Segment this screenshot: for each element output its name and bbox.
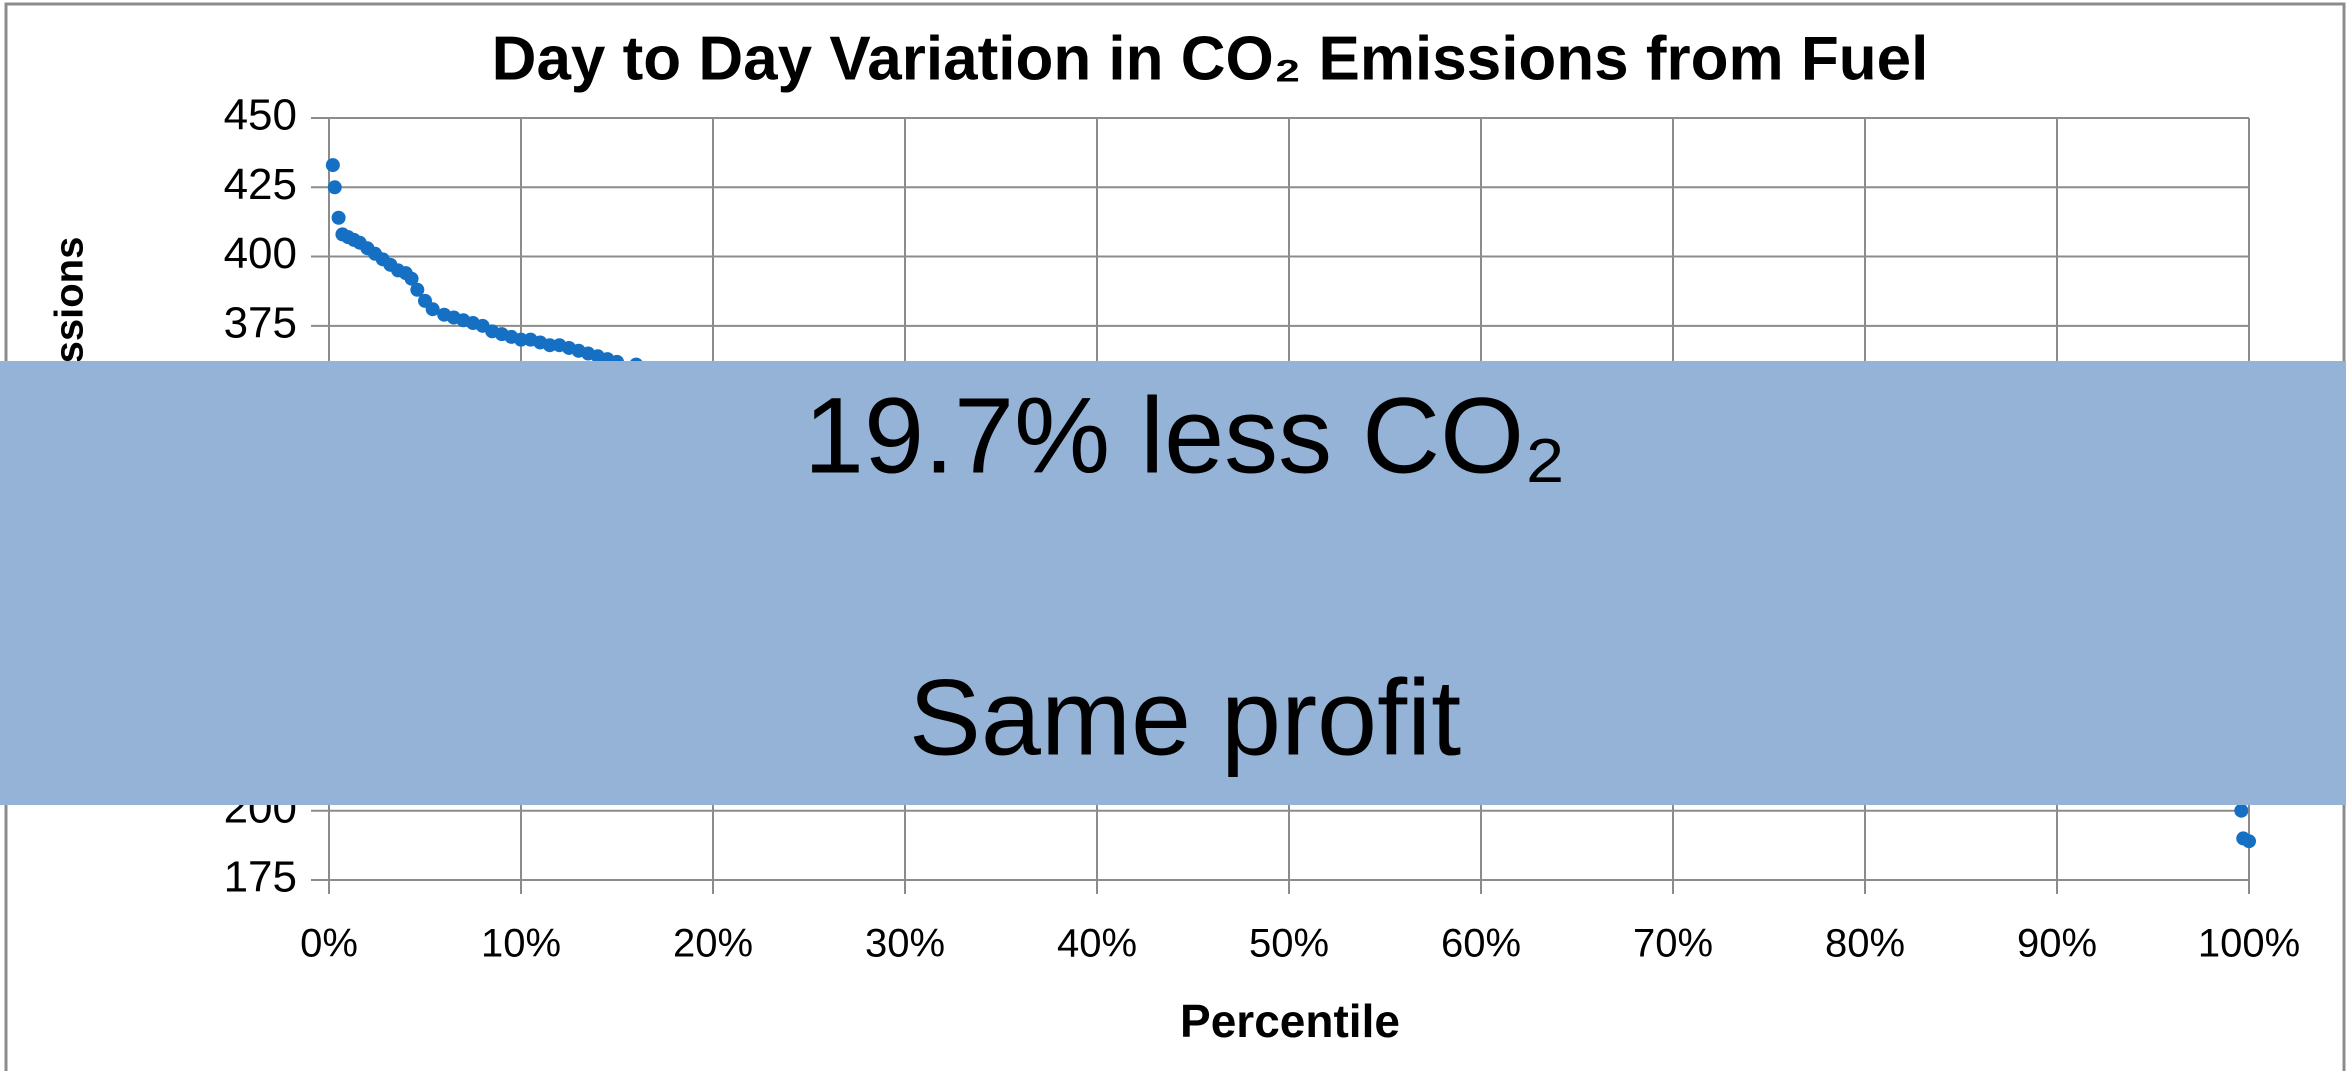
x-tick-label: 40% <box>1057 922 1137 966</box>
point <box>542 338 557 353</box>
point <box>2242 834 2256 849</box>
point <box>425 302 440 317</box>
x-tick-label: 90% <box>2017 922 2097 966</box>
x-tick-label: 100% <box>2198 922 2300 966</box>
y-tick-label: 175 <box>224 853 297 902</box>
y-axis-label: ssions <box>48 237 92 364</box>
x-tick-label: 20% <box>673 922 753 966</box>
point <box>325 158 340 173</box>
banner <box>0 361 2346 805</box>
y-tick-label: 375 <box>224 298 297 347</box>
x-tick-label: 70% <box>1633 922 1713 966</box>
y-tick-label: 400 <box>224 229 297 278</box>
point <box>410 282 425 297</box>
x-tick-label: 10% <box>481 922 561 966</box>
x-tick-label: 60% <box>1441 922 1521 966</box>
point <box>404 271 419 286</box>
x-axis-label: Percentile <box>1180 995 1400 1047</box>
point <box>2234 803 2249 818</box>
x-tick-label: 80% <box>1825 922 1905 966</box>
point <box>327 180 342 195</box>
point <box>331 210 346 225</box>
y-tick-label: 450 <box>224 91 297 140</box>
point <box>514 332 528 347</box>
x-tick-label: 30% <box>865 922 945 966</box>
x-tick-label: 0% <box>300 922 358 966</box>
x-tick-label: 50% <box>1249 922 1329 966</box>
y-tick-label: 425 <box>224 160 297 209</box>
banner-line: Same profit <box>909 657 1461 778</box>
banner-line: 19.7% less CO₂ <box>804 375 1566 496</box>
chart-title: Day to Day Variation in CO₂ Emissions fr… <box>492 24 1929 93</box>
